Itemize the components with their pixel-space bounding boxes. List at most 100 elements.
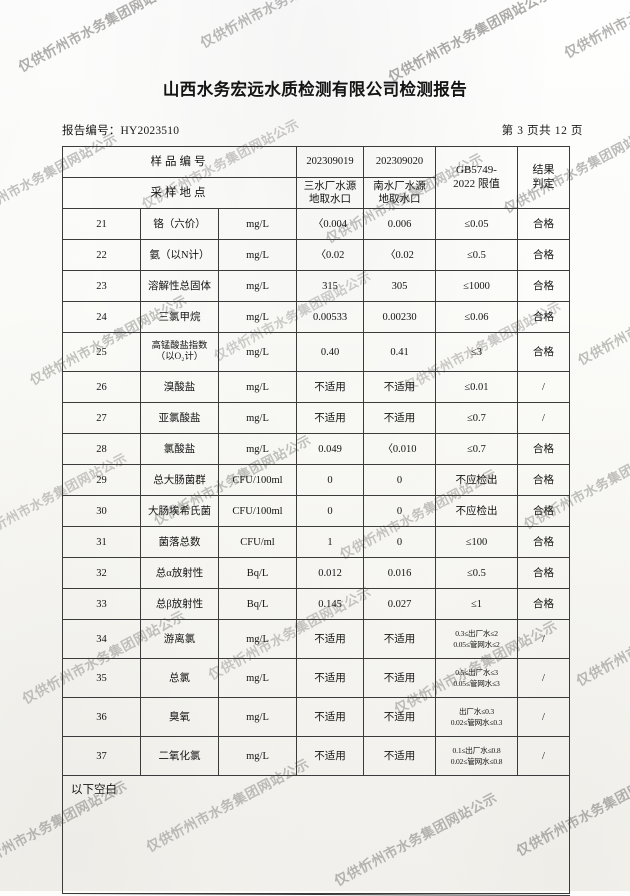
report-meta: 报告编号：HY2023510 第 3 页共 12 页 bbox=[62, 122, 583, 138]
cell-limit-line2: 0.05≤管网水≤3 bbox=[453, 679, 500, 689]
cell-unit: mg/L bbox=[218, 332, 297, 373]
cell-idx: 36 bbox=[62, 697, 141, 738]
cell-s1: 0 bbox=[296, 464, 364, 497]
cell-name: 二氧化氯 bbox=[140, 736, 219, 777]
cell-limit: ≤1 bbox=[435, 588, 518, 621]
cell-s1: 0.049 bbox=[296, 433, 364, 466]
table-row: 21 铬（六价） mg/L 〈0.004 0.006 ≤0.05 合格 bbox=[62, 208, 570, 241]
cell-name: 溴酸盐 bbox=[140, 371, 219, 404]
cell-name: 臭氧 bbox=[140, 697, 219, 738]
cell-name: 铬（六价） bbox=[140, 208, 219, 241]
cell-idx: 24 bbox=[62, 301, 141, 334]
cell-result: / bbox=[517, 658, 570, 699]
cell-limit: ≤0.5 bbox=[435, 239, 518, 272]
cell-limit: ≤3 bbox=[435, 332, 518, 373]
cell-s1: 不适用 bbox=[296, 371, 364, 404]
blank-note: 以下空白 bbox=[71, 784, 117, 797]
cell-idx: 30 bbox=[62, 495, 141, 528]
cell-s2: 0.016 bbox=[363, 557, 436, 590]
cell-s2: 0 bbox=[363, 495, 436, 528]
cell-result: 合格 bbox=[517, 557, 570, 590]
table-row: 34 游离氯 mg/L 不适用 不适用 0.3≤出厂水≤2 0.05≤管网水≤2/ bbox=[62, 619, 570, 660]
table-row: 33 总β放射性 Bq/L 0.145 0.027 ≤1 合格 bbox=[62, 588, 570, 621]
cell-unit: CFU/100ml bbox=[218, 495, 297, 528]
cell-idx: 37 bbox=[62, 736, 141, 777]
cell-name: 溶解性总固体 bbox=[140, 270, 219, 303]
cell-unit: Bq/L bbox=[218, 557, 297, 590]
cell-name: 高锰酸盐指数 （以O₂计） bbox=[140, 332, 219, 373]
cell-name: 氨（以N计） bbox=[140, 239, 219, 272]
cell-unit: mg/L bbox=[218, 697, 297, 738]
cell-result: / bbox=[517, 736, 570, 777]
cell-name: 总大肠菌群 bbox=[140, 464, 219, 497]
table-row: 28 氯酸盐 mg/L 0.049 〈0.010 ≤0.7 合格 bbox=[62, 433, 570, 466]
table-row: 36 臭氧 mg/L 不适用 不适用 出厂水≤0.3 0.02≤管网水≤0.3/ bbox=[62, 697, 570, 738]
cell-s2: 0.027 bbox=[363, 588, 436, 621]
table-row: 35 总氯 mg/L 不适用 不适用 0.5≤出厂水≤3 0.05≤管网水≤3/ bbox=[62, 658, 570, 699]
cell-name: 三氯甲烷 bbox=[140, 301, 219, 334]
header-standard-line2: 2022 限值 bbox=[453, 177, 500, 190]
cell-limit: 出厂水≤0.3 0.02≤管网水≤0.3 bbox=[435, 697, 518, 738]
cell-result: / bbox=[517, 402, 570, 435]
header-result-line2: 判定 bbox=[532, 177, 555, 190]
cell-name: 总β放射性 bbox=[140, 588, 219, 621]
header-sample1-site-line2: 地取水口 bbox=[309, 194, 351, 206]
cell-name: 亚氯酸盐 bbox=[140, 402, 219, 435]
cell-name: 游离氯 bbox=[140, 619, 219, 660]
blank-remainder-box: 以下空白 bbox=[62, 776, 570, 895]
cell-idx: 28 bbox=[62, 433, 141, 466]
cell-unit: mg/L bbox=[218, 736, 297, 777]
cell-idx: 32 bbox=[62, 557, 141, 590]
cell-limit: ≤0.06 bbox=[435, 301, 518, 334]
cell-limit-line1: 0.3≤出厂水≤2 bbox=[455, 629, 498, 639]
cell-name: 总α放射性 bbox=[140, 557, 219, 590]
cell-unit: mg/L bbox=[218, 208, 297, 241]
cell-unit: mg/L bbox=[218, 301, 297, 334]
cell-limit: ≤0.7 bbox=[435, 433, 518, 466]
table-header-row-site: 采样地点 三水厂水源 地取水口 南水厂水源 地取水口 bbox=[62, 176, 570, 210]
report-number: 报告编号：HY2023510 bbox=[62, 125, 180, 137]
cell-limit: 0.3≤出厂水≤2 0.05≤管网水≤2 bbox=[435, 619, 518, 660]
cell-s2: 不适用 bbox=[363, 402, 436, 435]
cell-s1: 不适用 bbox=[296, 402, 364, 435]
cell-result: 合格 bbox=[517, 239, 570, 272]
cell-result: 合格 bbox=[517, 332, 570, 373]
header-sample-no-label: 样品编号 bbox=[62, 146, 297, 178]
cell-s1: 0.40 bbox=[296, 332, 364, 373]
cell-s1: 315 bbox=[296, 270, 364, 303]
cell-s2: 不适用 bbox=[363, 658, 436, 699]
cell-s2: 0.00230 bbox=[363, 301, 436, 334]
table-row: 27 亚氯酸盐 mg/L 不适用 不适用 ≤0.7/ bbox=[62, 402, 570, 435]
table-row: 26 溴酸盐 mg/L 不适用 不适用 ≤0.01/ bbox=[62, 371, 570, 404]
cell-unit: mg/L bbox=[218, 619, 297, 660]
cell-limit-line1: 出厂水≤0.3 bbox=[458, 707, 495, 717]
cell-result: 合格 bbox=[517, 301, 570, 334]
cell-s2: 〈0.010 bbox=[363, 433, 436, 466]
cell-s1: 0 bbox=[296, 495, 364, 528]
water-quality-table: 样品编号 202309019 202309020 GB5749- 2022 限值… bbox=[62, 145, 570, 777]
cell-limit-line1: 0.1≤出厂水≤0.8 bbox=[452, 746, 501, 756]
cell-limit: 0.5≤出厂水≤3 0.05≤管网水≤3 bbox=[435, 658, 518, 699]
cell-s1: 〈0.004 bbox=[296, 208, 364, 241]
cell-result: 合格 bbox=[517, 526, 570, 559]
cell-limit-line2: 0.02≤管网水≤0.3 bbox=[450, 718, 503, 728]
cell-result: 合格 bbox=[517, 270, 570, 303]
cell-result: 合格 bbox=[517, 208, 570, 241]
cell-idx: 35 bbox=[62, 658, 141, 699]
cell-s1: 1 bbox=[296, 526, 364, 559]
cell-limit: ≤0.05 bbox=[435, 208, 518, 241]
cell-s2: 0.006 bbox=[363, 208, 436, 241]
table-row: 31 菌落总数 CFU/ml 1 0 ≤100 合格 bbox=[62, 526, 570, 559]
cell-limit: ≤0.01 bbox=[435, 371, 518, 404]
cell-name-line2: （以O₂计） bbox=[155, 352, 204, 363]
cell-limit-line1: 0.5≤出厂水≤3 bbox=[455, 668, 498, 678]
cell-idx: 29 bbox=[62, 464, 141, 497]
cell-idx: 22 bbox=[62, 239, 141, 272]
cell-unit: mg/L bbox=[218, 239, 297, 272]
header-sample1-no: 202309019 bbox=[296, 146, 364, 178]
table-row: 32 总α放射性 Bq/L 0.012 0.016 ≤0.5 合格 bbox=[62, 557, 570, 590]
table-row: 25 高锰酸盐指数 （以O₂计） mg/L 0.40 0.41 ≤3 合格 bbox=[62, 332, 570, 373]
cell-limit: 不应检出 bbox=[435, 464, 518, 497]
cell-idx: 25 bbox=[62, 332, 141, 373]
cell-limit: ≤0.5 bbox=[435, 557, 518, 590]
